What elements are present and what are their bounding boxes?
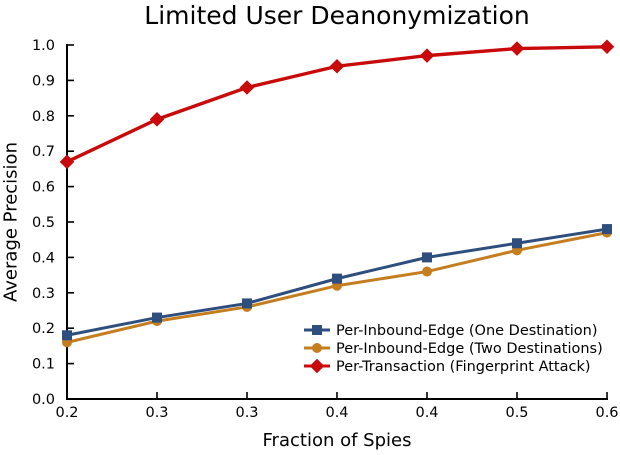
series-marker: [59, 154, 75, 170]
series-marker: [152, 312, 162, 323]
y-tick-label: 0.6: [32, 180, 55, 196]
y-tick-label: 0.2: [32, 321, 55, 337]
x-tick-label: 0.3: [145, 405, 168, 421]
series-marker: [602, 224, 612, 235]
series-marker: [242, 298, 252, 309]
x-tick-label: 0.5: [505, 405, 528, 421]
y-tick-label: 0.0: [32, 392, 55, 408]
legend-marker: [309, 358, 325, 374]
series-marker: [422, 266, 432, 277]
x-axis-label: Fraction of Spies: [262, 430, 412, 451]
series-marker: [332, 273, 342, 284]
series-marker: [422, 252, 432, 263]
legend-label: Per-Inbound-Edge (Two Destinations): [336, 341, 603, 357]
chart-title: Limited User Deanonymization: [144, 1, 530, 30]
y-tick-label: 0.3: [32, 286, 55, 302]
y-tick-label: 0.5: [32, 215, 55, 231]
legend-marker: [312, 343, 322, 353]
series-marker: [149, 112, 165, 127]
y-axis-label: Average Precision: [0, 142, 22, 302]
series-marker: [509, 41, 525, 56]
x-tick-label: 0.3: [235, 405, 258, 421]
x-tick-label: 0.6: [595, 405, 618, 421]
y-tick-label: 1.0: [32, 38, 55, 54]
x-tick-label: 0.2: [55, 405, 78, 421]
series-marker: [62, 330, 72, 341]
x-tick-label: 0.4: [415, 405, 438, 421]
series-marker: [599, 39, 615, 55]
x-tick-label: 0.4: [325, 405, 348, 421]
series-marker: [329, 58, 345, 74]
y-tick-label: 0.9: [32, 73, 55, 89]
series-marker: [419, 48, 435, 63]
legend-label: Per-Inbound-Edge (One Destination): [336, 323, 598, 339]
y-tick-label: 0.1: [32, 357, 55, 373]
series-marker: [512, 238, 522, 249]
legend-label: Per-Transaction (Fingerprint Attack): [336, 359, 591, 375]
y-tick-label: 0.7: [32, 144, 55, 160]
y-tick-label: 0.8: [32, 109, 55, 125]
y-tick-label: 0.4: [32, 250, 55, 266]
legend-marker: [312, 325, 322, 335]
series-marker: [239, 80, 255, 95]
